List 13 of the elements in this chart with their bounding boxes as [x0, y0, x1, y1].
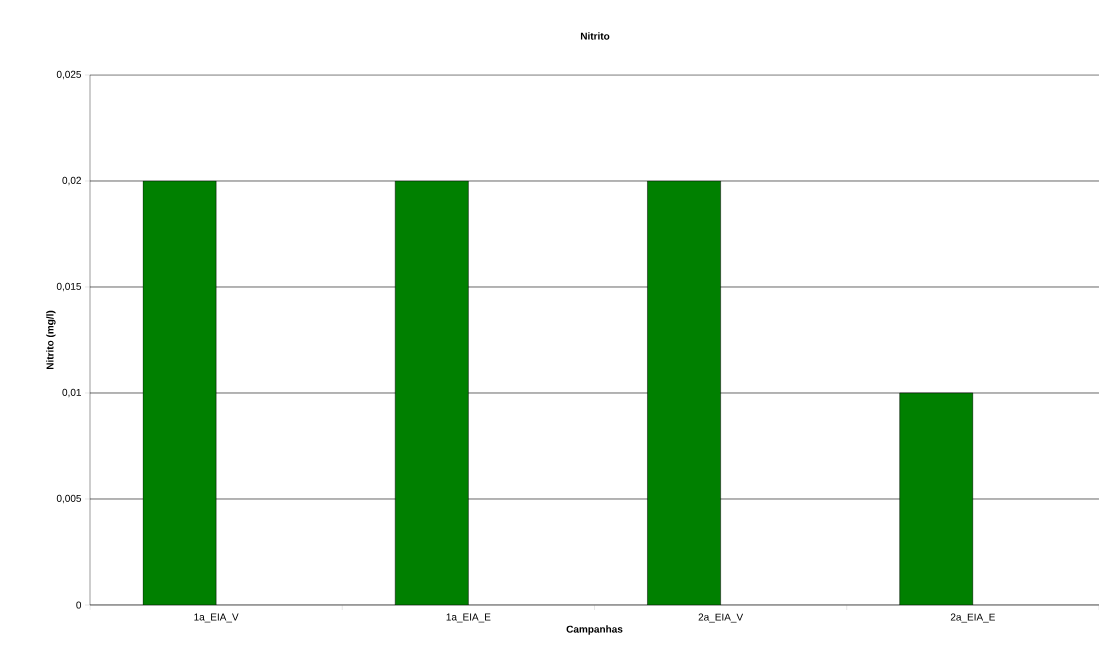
x-tick-label: 2a_EIA_V: [698, 613, 744, 623]
y-tick-label: 0,005: [56, 494, 82, 504]
x-tick-label: 1a_EIA_E: [446, 613, 491, 623]
x-axis-title: Campanhas: [566, 625, 623, 635]
y-axis-title: Nitrito (mg/l): [46, 310, 56, 370]
y-tick-label: 0,02: [62, 176, 81, 186]
y-tick-label: 0,025: [56, 70, 82, 80]
x-tick-label: 1a_EIA_V: [194, 613, 239, 623]
y-tick-label: 0,01: [62, 388, 81, 398]
y-tick-label: 0,015: [56, 282, 82, 292]
chart-title: Nitrito: [580, 32, 610, 40]
y-tick-label: 0: [76, 601, 82, 609]
x-tick-label: 2a_EIA_E: [950, 613, 995, 623]
